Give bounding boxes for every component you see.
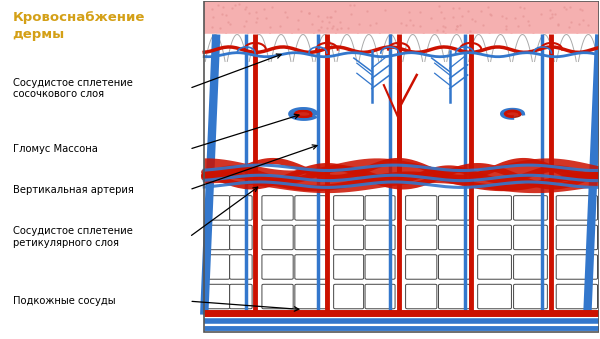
FancyBboxPatch shape bbox=[439, 255, 470, 279]
FancyBboxPatch shape bbox=[478, 196, 511, 220]
Polygon shape bbox=[337, 35, 357, 61]
Polygon shape bbox=[578, 35, 598, 61]
FancyBboxPatch shape bbox=[514, 284, 547, 309]
Bar bbox=[204, 1, 599, 35]
FancyBboxPatch shape bbox=[230, 284, 252, 309]
FancyBboxPatch shape bbox=[230, 255, 252, 279]
FancyBboxPatch shape bbox=[334, 255, 364, 279]
FancyBboxPatch shape bbox=[207, 255, 230, 279]
FancyBboxPatch shape bbox=[365, 225, 395, 250]
Polygon shape bbox=[315, 35, 335, 61]
Ellipse shape bbox=[503, 110, 521, 118]
FancyBboxPatch shape bbox=[295, 284, 326, 309]
FancyBboxPatch shape bbox=[406, 284, 437, 309]
FancyBboxPatch shape bbox=[478, 284, 511, 309]
FancyBboxPatch shape bbox=[478, 225, 511, 250]
Bar bbox=[204, 1, 599, 332]
FancyBboxPatch shape bbox=[439, 284, 470, 309]
FancyBboxPatch shape bbox=[262, 255, 293, 279]
Polygon shape bbox=[204, 158, 599, 193]
FancyBboxPatch shape bbox=[439, 225, 470, 250]
FancyBboxPatch shape bbox=[556, 196, 598, 220]
FancyBboxPatch shape bbox=[514, 225, 547, 250]
FancyBboxPatch shape bbox=[230, 196, 252, 220]
FancyBboxPatch shape bbox=[365, 284, 395, 309]
FancyBboxPatch shape bbox=[334, 284, 364, 309]
FancyBboxPatch shape bbox=[556, 284, 598, 309]
Polygon shape bbox=[271, 35, 291, 61]
Polygon shape bbox=[403, 35, 422, 61]
Text: Подкожные сосуды: Подкожные сосуды bbox=[13, 296, 115, 306]
Polygon shape bbox=[491, 35, 511, 61]
Polygon shape bbox=[447, 35, 467, 61]
FancyBboxPatch shape bbox=[295, 225, 326, 250]
FancyBboxPatch shape bbox=[514, 196, 547, 220]
FancyBboxPatch shape bbox=[207, 225, 230, 250]
Polygon shape bbox=[227, 35, 247, 61]
Polygon shape bbox=[557, 35, 576, 61]
Text: Гломус Массона: Гломус Массона bbox=[13, 144, 98, 154]
Polygon shape bbox=[359, 35, 379, 61]
FancyBboxPatch shape bbox=[295, 255, 326, 279]
FancyBboxPatch shape bbox=[406, 196, 437, 220]
FancyBboxPatch shape bbox=[207, 196, 230, 220]
Polygon shape bbox=[425, 35, 445, 61]
FancyBboxPatch shape bbox=[230, 225, 252, 250]
FancyBboxPatch shape bbox=[556, 255, 598, 279]
Bar bbox=[204, 35, 599, 315]
FancyBboxPatch shape bbox=[439, 196, 470, 220]
FancyBboxPatch shape bbox=[406, 225, 437, 250]
FancyBboxPatch shape bbox=[334, 196, 364, 220]
FancyBboxPatch shape bbox=[262, 225, 293, 250]
Text: Сосудистое сплетение
ретикулярного слоя: Сосудистое сплетение ретикулярного слоя bbox=[13, 226, 133, 248]
Polygon shape bbox=[293, 35, 313, 61]
FancyBboxPatch shape bbox=[295, 196, 326, 220]
FancyBboxPatch shape bbox=[406, 255, 437, 279]
FancyBboxPatch shape bbox=[262, 284, 293, 309]
FancyBboxPatch shape bbox=[478, 255, 511, 279]
Ellipse shape bbox=[293, 109, 314, 118]
Polygon shape bbox=[249, 35, 269, 61]
Polygon shape bbox=[512, 35, 532, 61]
FancyBboxPatch shape bbox=[514, 255, 547, 279]
FancyBboxPatch shape bbox=[334, 225, 364, 250]
FancyBboxPatch shape bbox=[556, 225, 598, 250]
Text: Вертикальная артерия: Вертикальная артерия bbox=[13, 185, 134, 195]
Text: Сосудистое сплетение
сосочкового слоя: Сосудистое сплетение сосочкового слоя bbox=[13, 78, 133, 99]
Text: Кровоснабжение
дермы: Кровоснабжение дермы bbox=[13, 11, 145, 41]
FancyBboxPatch shape bbox=[262, 196, 293, 220]
FancyBboxPatch shape bbox=[365, 255, 395, 279]
Polygon shape bbox=[535, 35, 554, 61]
FancyBboxPatch shape bbox=[365, 196, 395, 220]
Polygon shape bbox=[469, 35, 488, 61]
FancyBboxPatch shape bbox=[207, 284, 230, 309]
Polygon shape bbox=[205, 35, 225, 61]
Polygon shape bbox=[381, 35, 401, 61]
